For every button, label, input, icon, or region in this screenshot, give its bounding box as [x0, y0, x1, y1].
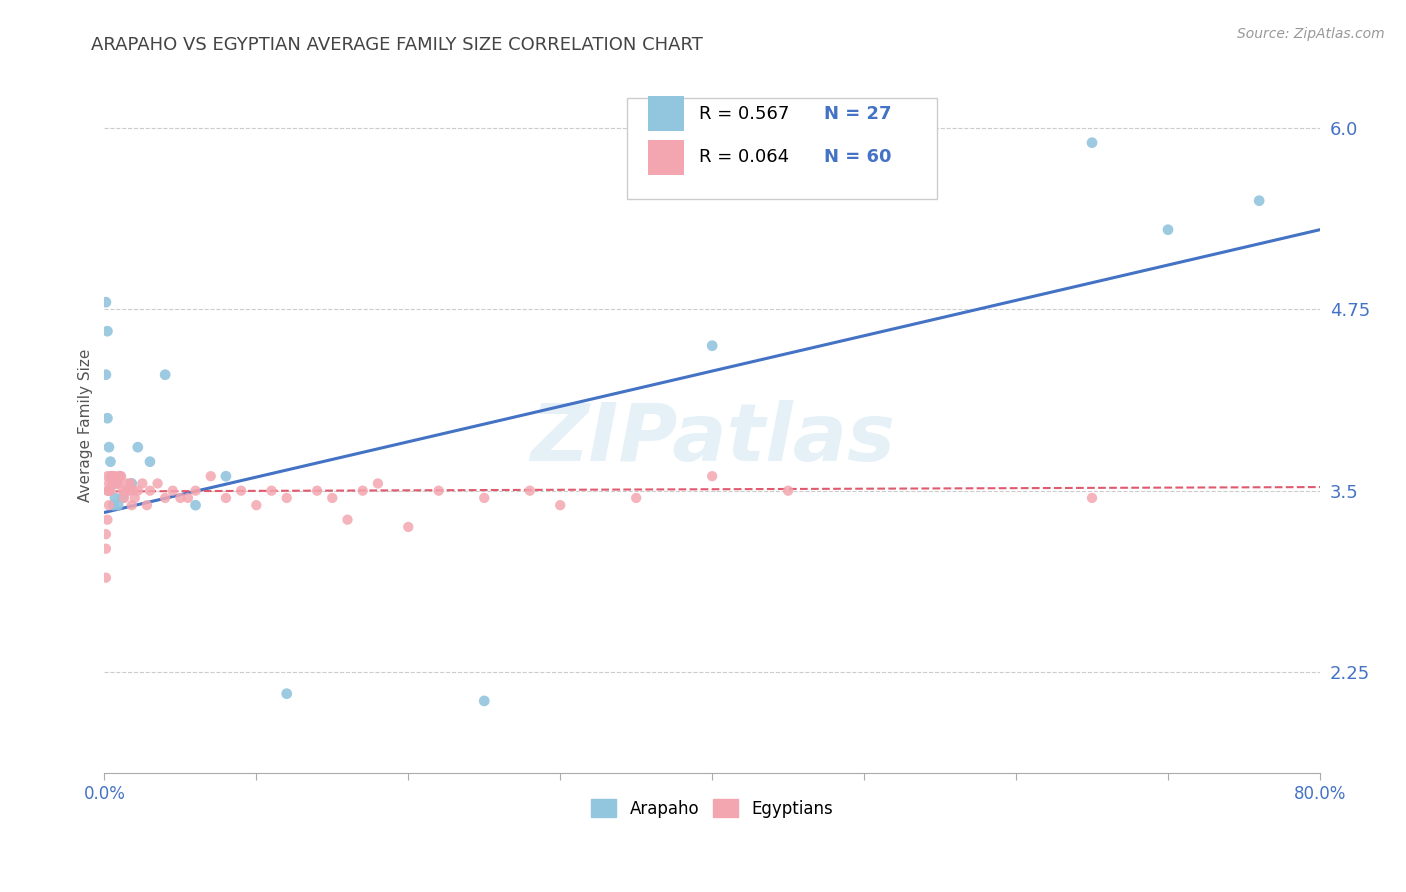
- Point: [110, 469, 132, 483]
- Y-axis label: Average Family Size: Average Family Size: [79, 349, 93, 502]
- Point: [139, 455, 162, 469]
- Point: [139, 483, 162, 498]
- Point: [94, 541, 117, 556]
- Point: [100, 469, 122, 483]
- Point: [100, 483, 122, 498]
- Point: [121, 476, 143, 491]
- Point: [215, 469, 238, 483]
- Point: [96, 483, 118, 498]
- Point: [472, 491, 495, 505]
- Point: [548, 498, 571, 512]
- Point: [215, 491, 238, 505]
- Point: [100, 455, 122, 469]
- Point: [276, 491, 298, 505]
- Point: [108, 469, 131, 483]
- Point: [115, 476, 138, 491]
- Point: [702, 339, 724, 353]
- Point: [115, 483, 138, 498]
- Point: [112, 491, 135, 505]
- Point: [107, 498, 129, 512]
- Point: [101, 469, 124, 483]
- Point: [120, 476, 142, 491]
- Text: ARAPAHO VS EGYPTIAN AVERAGE FAMILY SIZE CORRELATION CHART: ARAPAHO VS EGYPTIAN AVERAGE FAMILY SIZE …: [91, 36, 703, 54]
- Point: [1157, 222, 1180, 236]
- Point: [101, 476, 124, 491]
- Point: [96, 513, 118, 527]
- Point: [200, 469, 222, 483]
- Point: [1081, 136, 1104, 150]
- Point: [260, 483, 283, 498]
- Point: [94, 527, 117, 541]
- Point: [307, 483, 329, 498]
- Point: [336, 513, 359, 527]
- Point: [121, 498, 143, 512]
- Point: [101, 469, 124, 483]
- Point: [472, 694, 495, 708]
- Point: [1249, 194, 1271, 208]
- Text: N = 60: N = 60: [824, 148, 891, 167]
- FancyBboxPatch shape: [648, 96, 685, 131]
- Point: [96, 324, 118, 338]
- Point: [114, 483, 136, 498]
- Point: [276, 687, 298, 701]
- Text: N = 27: N = 27: [824, 104, 891, 122]
- Point: [97, 483, 120, 498]
- Point: [427, 483, 450, 498]
- Point: [103, 469, 125, 483]
- FancyBboxPatch shape: [648, 140, 685, 175]
- Point: [104, 469, 127, 483]
- Point: [177, 491, 200, 505]
- Point: [702, 469, 724, 483]
- Point: [104, 476, 127, 491]
- Point: [103, 476, 125, 491]
- Point: [169, 491, 191, 505]
- Point: [97, 476, 120, 491]
- Text: Source: ZipAtlas.com: Source: ZipAtlas.com: [1237, 27, 1385, 41]
- Point: [122, 483, 145, 498]
- Point: [97, 483, 120, 498]
- Point: [184, 483, 207, 498]
- Point: [118, 483, 141, 498]
- Point: [321, 491, 343, 505]
- Point: [162, 483, 184, 498]
- Point: [127, 440, 149, 454]
- Point: [153, 491, 176, 505]
- Point: [111, 483, 134, 498]
- Point: [127, 483, 149, 498]
- Point: [124, 491, 146, 505]
- Point: [245, 498, 267, 512]
- Point: [153, 368, 176, 382]
- Point: [97, 498, 120, 512]
- Point: [94, 295, 117, 310]
- Point: [94, 368, 117, 382]
- Point: [352, 483, 374, 498]
- Point: [96, 411, 118, 425]
- Point: [1081, 491, 1104, 505]
- FancyBboxPatch shape: [627, 98, 936, 199]
- Point: [111, 491, 134, 505]
- Point: [146, 476, 169, 491]
- Point: [97, 440, 120, 454]
- Point: [135, 498, 157, 512]
- Point: [778, 483, 800, 498]
- Point: [184, 498, 207, 512]
- Point: [105, 476, 128, 491]
- Text: R = 0.064: R = 0.064: [699, 148, 789, 167]
- Legend: Arapaho, Egyptians: Arapaho, Egyptians: [585, 793, 839, 824]
- Point: [96, 469, 118, 483]
- Point: [131, 476, 153, 491]
- Point: [103, 498, 125, 512]
- Point: [105, 476, 128, 491]
- Point: [94, 571, 117, 585]
- Point: [624, 491, 647, 505]
- Point: [367, 476, 389, 491]
- Point: [396, 520, 419, 534]
- Point: [519, 483, 541, 498]
- Point: [104, 491, 127, 505]
- Point: [107, 476, 129, 491]
- Point: [231, 483, 253, 498]
- Text: R = 0.567: R = 0.567: [699, 104, 789, 122]
- Text: ZIPatlas: ZIPatlas: [530, 401, 894, 478]
- Point: [108, 469, 131, 483]
